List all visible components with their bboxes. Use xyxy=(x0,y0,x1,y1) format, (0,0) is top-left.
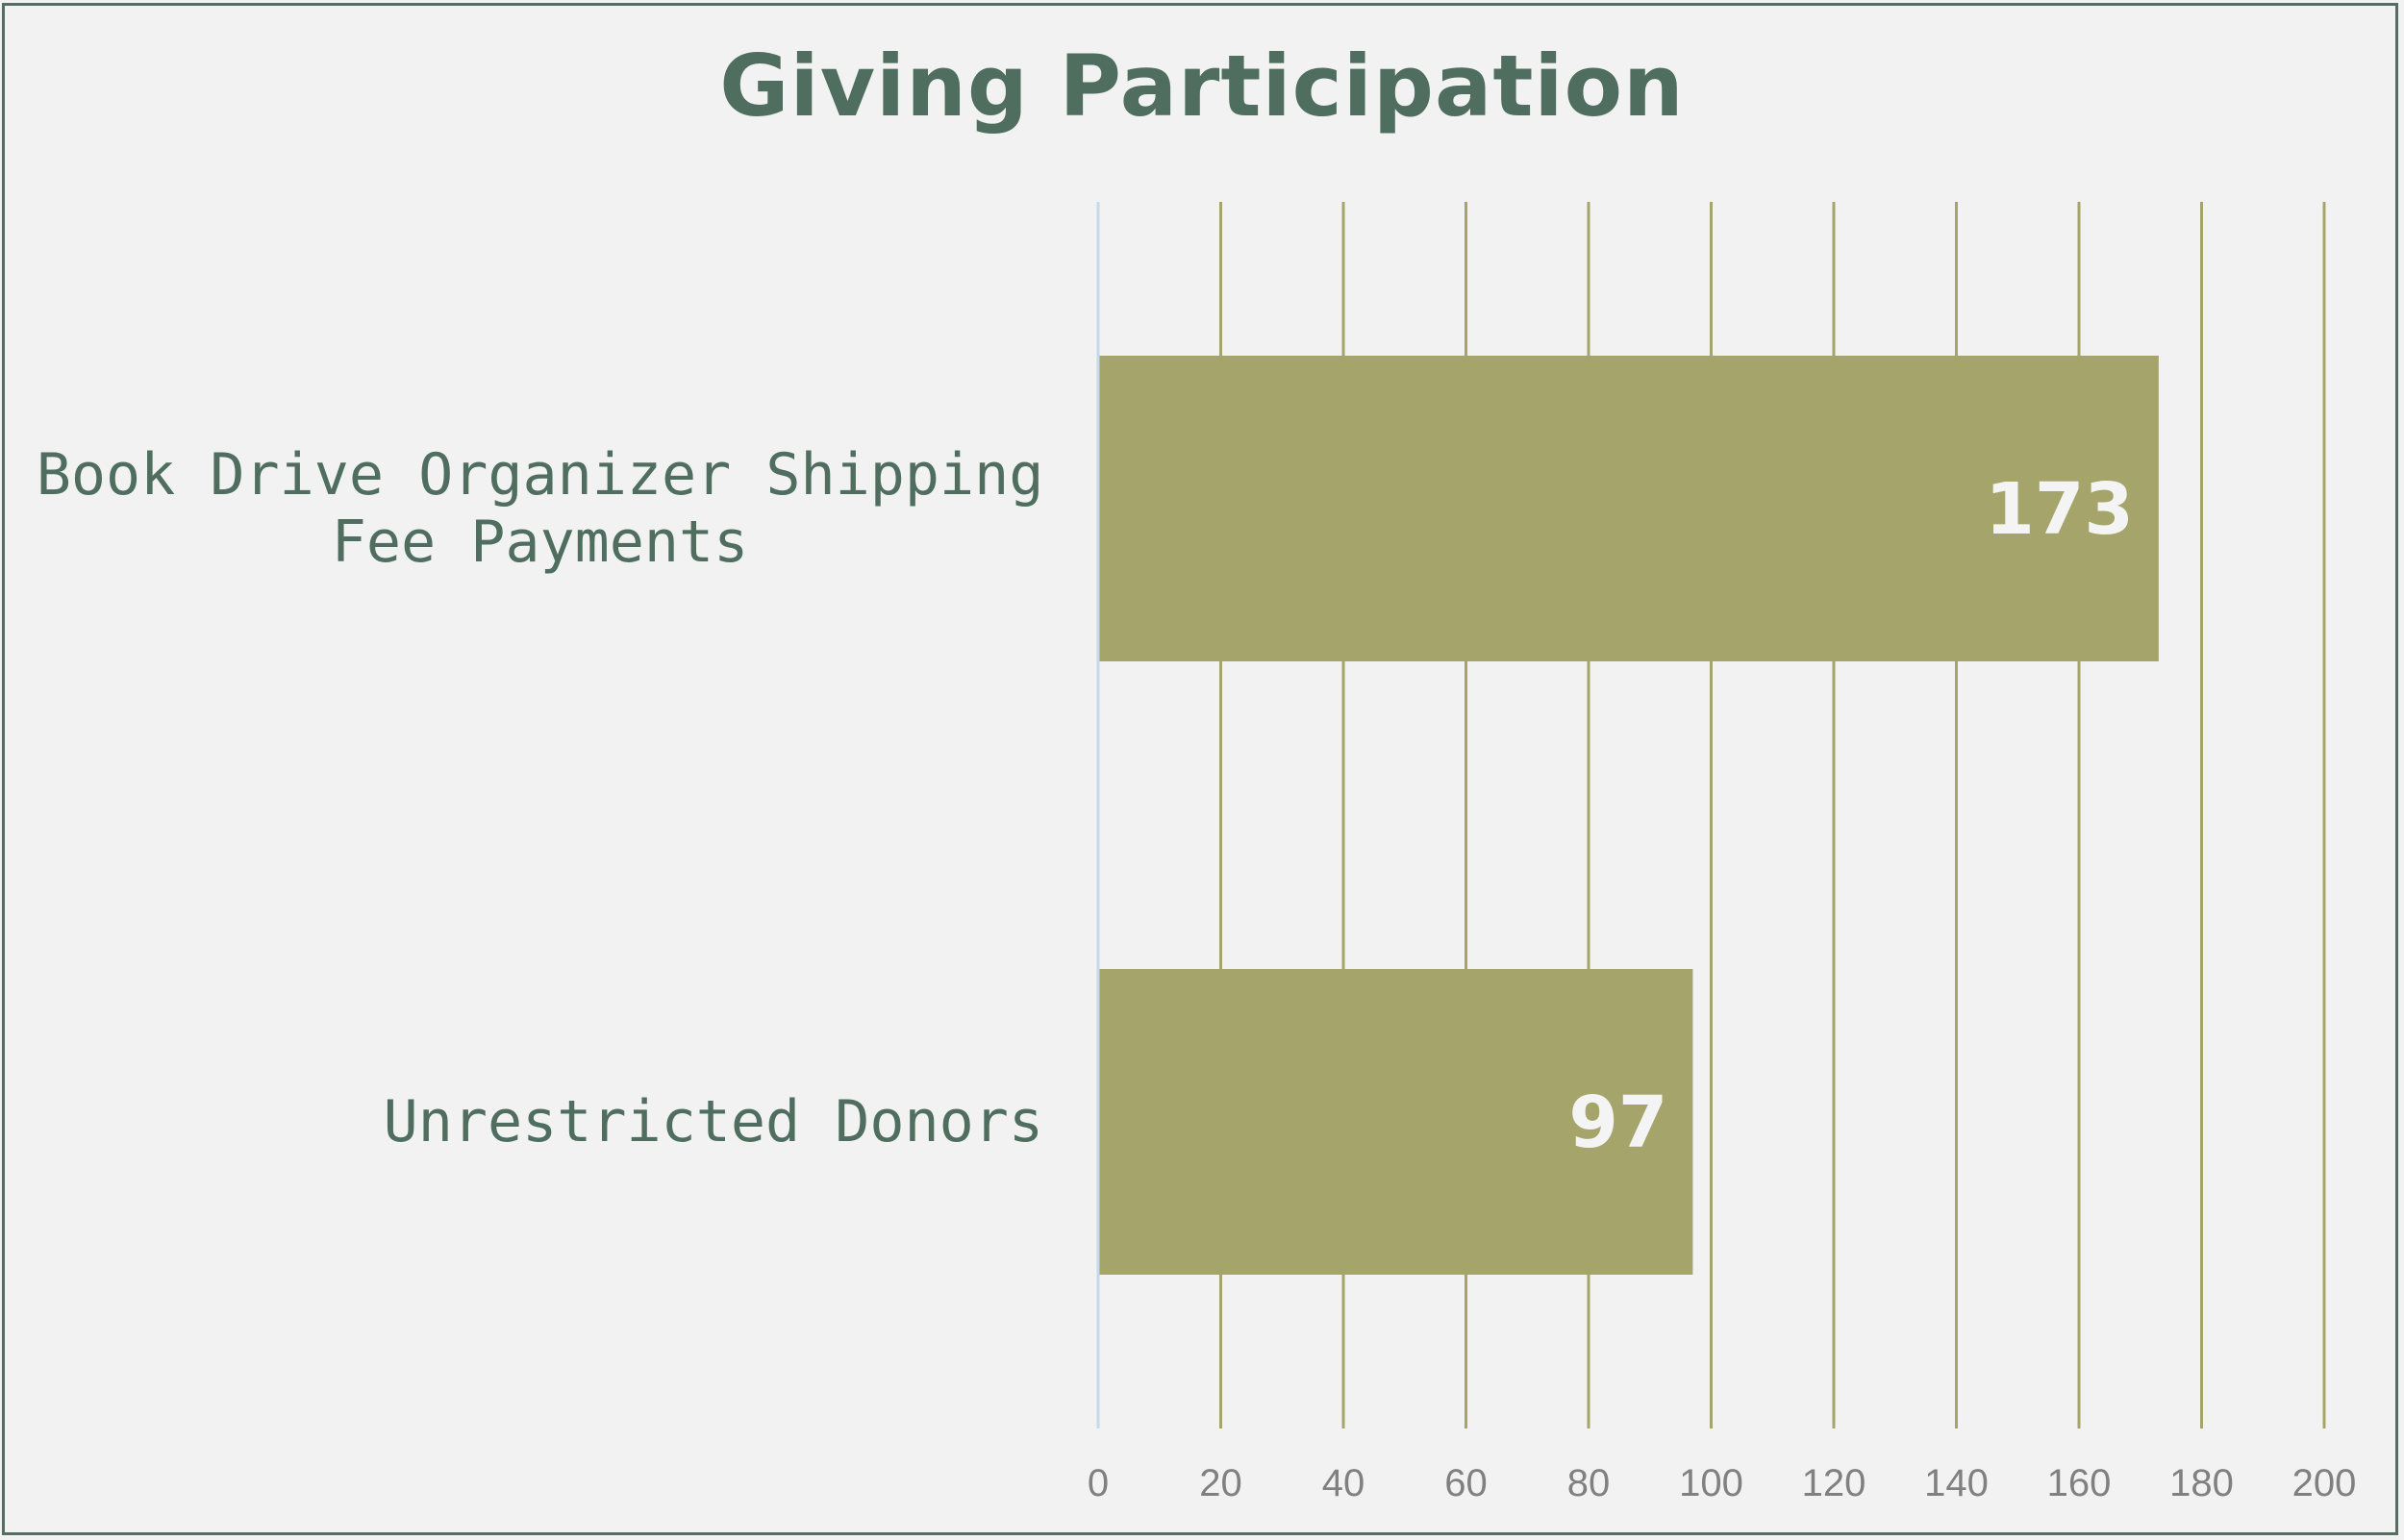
x-tick-label: 80 xyxy=(1567,1462,1611,1504)
x-tick-label: 20 xyxy=(1199,1462,1242,1504)
chart-frame xyxy=(2,3,2398,1535)
x-tick-label: 200 xyxy=(2292,1462,2357,1504)
x-tick-label: 60 xyxy=(1444,1462,1488,1504)
x-tick-label: 160 xyxy=(2047,1462,2112,1504)
chart-title: Giving Participation xyxy=(719,37,1685,136)
x-tick-label: 140 xyxy=(1924,1462,1989,1504)
x-tick-label: 40 xyxy=(1322,1462,1365,1504)
category-label: Unrestricted Donors xyxy=(384,1088,1043,1155)
x-tick-label: 120 xyxy=(1802,1462,1866,1504)
x-tick-label: 100 xyxy=(1679,1462,1743,1504)
category-label-line: Fee Payments xyxy=(332,509,748,576)
category-label: Book Drive Organizer Shipping Fee Payment… xyxy=(37,441,1044,576)
data-label: 97 xyxy=(1568,1081,1667,1164)
bar xyxy=(1098,356,2159,661)
category-label-line: Book Drive Organizer Shipping xyxy=(37,441,1044,509)
x-tick-label: 0 xyxy=(1088,1462,1109,1504)
data-label: 173 xyxy=(1985,468,2133,551)
x-tick-label: 180 xyxy=(2169,1462,2234,1504)
bar xyxy=(1098,969,1693,1275)
